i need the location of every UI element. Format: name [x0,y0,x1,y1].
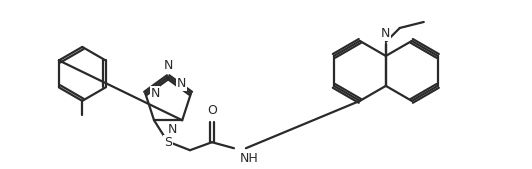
Text: S: S [164,136,172,149]
Text: N: N [163,59,173,72]
Text: NH: NH [240,152,259,165]
Text: N: N [151,87,160,100]
Text: O: O [207,104,217,117]
Text: N: N [381,27,390,40]
Text: N: N [168,123,177,136]
Text: N: N [177,77,186,90]
